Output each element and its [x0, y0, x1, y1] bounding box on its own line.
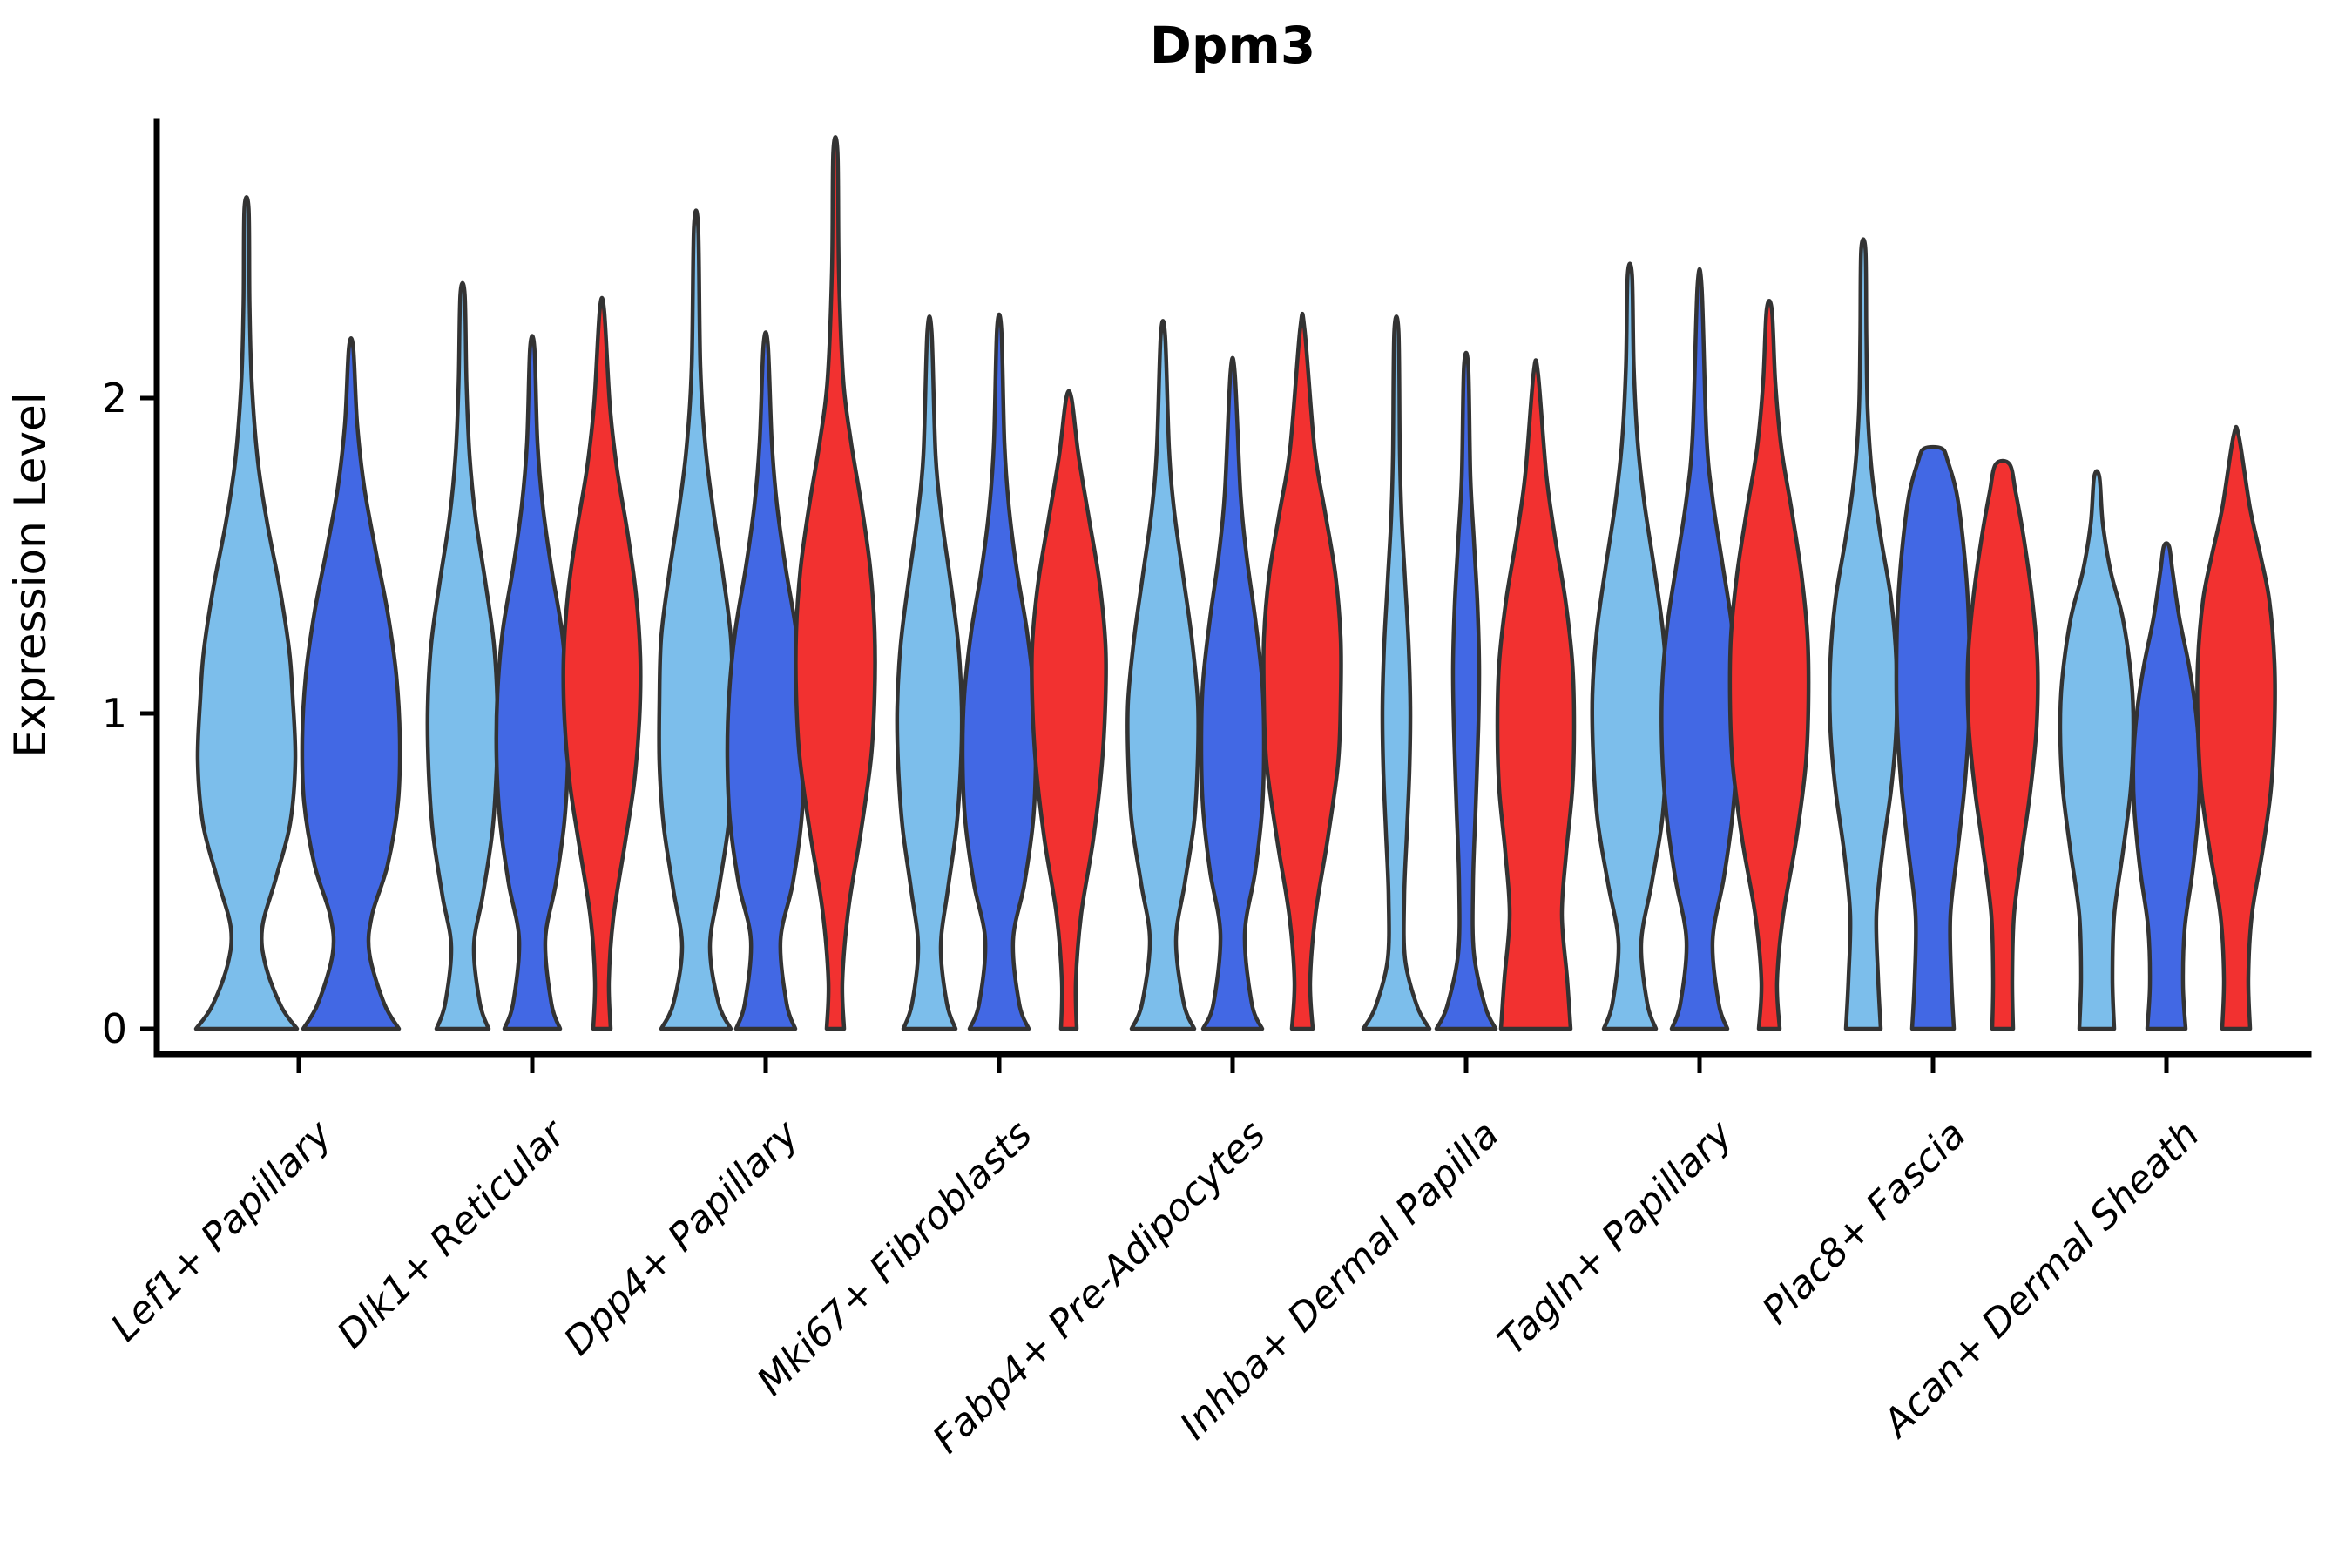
- x-tick-label-0: Lef1+ Papillary: [103, 1112, 341, 1350]
- x-tick-label-7: Plac8+ Fascia: [1754, 1112, 1974, 1333]
- violin-Inhba+-series1: [1434, 350, 1498, 1031]
- violin-Dlk1+-series1: [494, 334, 571, 1031]
- violin-Plac8+-series1: [1894, 444, 1972, 1031]
- y-tick-label-1: 1: [102, 690, 127, 737]
- x-tick-label-2: Dpp4+ Papillary: [556, 1112, 808, 1364]
- violin-Inhba+-series2: [1495, 358, 1577, 1031]
- violin-Dpp4+-series1: [725, 330, 807, 1031]
- violin-Lef1+-series1: [300, 335, 402, 1031]
- violin-Acan+-series2: [2195, 424, 2277, 1031]
- violin-Dpp4+-series2: [794, 135, 877, 1031]
- y-axis-ticks: 0 1 2: [102, 375, 157, 1052]
- violin-Tagln+-series2: [1727, 299, 1811, 1031]
- x-tick-label-1: Dlk1+ Reticular: [328, 1111, 575, 1357]
- violin-Dpp4+-series0: [657, 208, 735, 1031]
- y-tick-label-0: 0: [102, 1005, 127, 1052]
- violin-Mki67+-series1: [960, 312, 1038, 1031]
- violin-Dlk1+-series2: [561, 295, 643, 1031]
- violins-layer: [193, 135, 2277, 1031]
- violin-Fabp4+-series2: [1261, 311, 1343, 1031]
- violin-Fabp4+-series0: [1125, 319, 1200, 1031]
- y-tick-label-2: 2: [102, 375, 127, 422]
- chart-title: Dpm3: [1150, 16, 1315, 75]
- violin-Mki67+-series2: [1030, 389, 1108, 1031]
- violin-Dlk1+-series0: [425, 280, 500, 1031]
- violin-Lef1+-series0: [193, 194, 300, 1031]
- violin-Plac8+-series2: [1965, 458, 2040, 1031]
- violin-Tagln+-series1: [1659, 267, 1740, 1031]
- violin-Inhba+-series0: [1361, 314, 1432, 1031]
- violin-Plac8+-series0: [1828, 237, 1899, 1031]
- violin-Acan+-series1: [2131, 541, 2202, 1031]
- violin-Acan+-series0: [2058, 469, 2136, 1031]
- violin-Fabp4+-series1: [1199, 355, 1267, 1031]
- y-axis-label: Expression Level: [5, 392, 56, 757]
- x-tick-label-6: Tagln+ Papillary: [1490, 1112, 1741, 1363]
- violin-Mki67+-series0: [895, 314, 964, 1031]
- violin-Tagln+-series0: [1590, 261, 1670, 1031]
